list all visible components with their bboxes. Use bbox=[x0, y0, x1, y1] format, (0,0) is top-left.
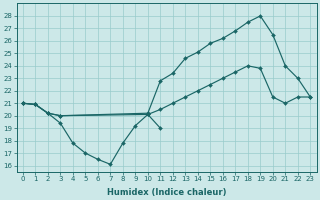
X-axis label: Humidex (Indice chaleur): Humidex (Indice chaleur) bbox=[107, 188, 226, 197]
